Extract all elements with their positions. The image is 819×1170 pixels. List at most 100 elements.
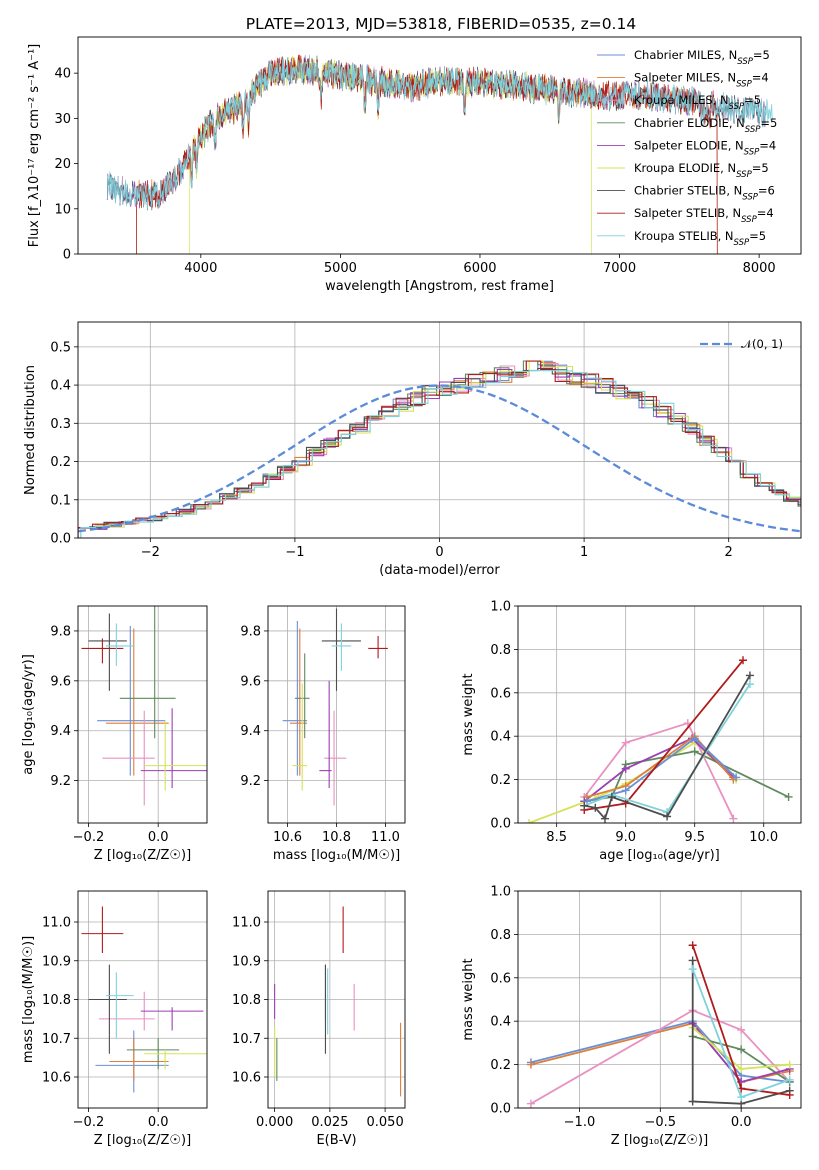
legend-label-chabrier-elodie: Chabrier ELODIE, NSSP=5 (634, 116, 777, 135)
mass-vs-EBV-ytick-label-1: 10.7 (232, 1032, 261, 1047)
age-vs-mass-ytick-label-2: 9.6 (240, 674, 261, 689)
mass-vs-Z-xlabel: Z [log₁₀(Z/Z☉)] (94, 1133, 191, 1148)
age-vs-mass-xtick-label-2: 11.0 (371, 830, 400, 845)
mass-vs-EBV-xlabel: E(B-V) (316, 1133, 356, 1148)
weight-vs-age-xtick-label-0: 8.5 (546, 830, 567, 845)
age-vs-mass-points (282, 608, 388, 806)
residuals-xtick-label-0: −2 (141, 545, 160, 560)
mass-vs-Z-point-salpeter-elodie (140, 1007, 204, 1031)
mass-vs-Z-point-kroupa-stelib (105, 972, 134, 1039)
residuals-xtick-label-2: 0 (435, 545, 443, 560)
mass-vs-EBV-ytick-label-4: 11.0 (232, 916, 261, 931)
spectrum-lines (106, 54, 773, 254)
point-marker (745, 680, 754, 689)
age-vs-mass-xtick-label-1: 10.8 (322, 830, 351, 845)
age-vs-Z-point-salpeter-stelib (81, 638, 124, 664)
mass-vs-Z-ytick-label-3: 10.9 (42, 954, 71, 969)
age-vs-mass-point-kroupa-elodie (292, 683, 308, 791)
weight-vs-age-ytick-label-2: 0.4 (490, 730, 511, 745)
point-marker (732, 773, 741, 782)
plots: 4000 5000 6000 7000 8000010203040wavelength … (21, 36, 802, 1148)
point-marker (621, 764, 630, 773)
legend-label-kroupa-elodie: Kroupa ELODIE, NSSP=5 (634, 161, 769, 180)
point-marker (745, 671, 754, 680)
age-vs-Z-point-chabrier-stelib (88, 613, 127, 691)
age-vs-mass-ytick-label-1: 9.4 (240, 724, 261, 739)
point-marker (737, 1064, 746, 1073)
series-line (583, 722, 735, 820)
weight-vs-Z-ytick-label-4: 0.8 (490, 928, 511, 943)
point-marker (737, 1025, 746, 1034)
weight-vs-Z-ytick-label-5: 1.0 (490, 885, 511, 900)
spectrum-xtick-label-0: 4000 (184, 261, 217, 276)
spectrum-series-kroupa-stelib (106, 54, 773, 210)
weight-vs-Z-xtick-label-1: −0.5 (645, 1115, 677, 1130)
point-marker (690, 747, 699, 756)
residuals-ylabel: Normed distribution (23, 365, 38, 495)
series-line (586, 737, 737, 803)
series-line (691, 960, 790, 1105)
residuals-frame (77, 321, 802, 539)
point-marker (688, 956, 697, 965)
age-vs-Z-frame (77, 605, 208, 824)
age-vs-Z-panel: −0.2 0.0 9.2 9.4 9.6 9.8 Z [log₁₀(Z/Z☉)] age [l… (21, 605, 208, 863)
mass-vs-EBV-frame (267, 890, 406, 1109)
age-vs-Z-ytick-label-3: 9.8 (50, 624, 71, 639)
weight-vs-age-panel: 8.5 9.0 9.5 10.0 0.0 0.2 0.4 0.6 0.8 1.0 age [log₁… (461, 600, 802, 863)
weight-vs-Z-ytick-label-1: 0.2 (490, 1058, 511, 1073)
age-vs-mass-point-salpeter-elodie (319, 680, 332, 789)
age-vs-mass-panel: 10.6 10.8 11.0 9.2 9.4 9.6 9.8 mass [log₁₀(M/M☉… (240, 605, 406, 863)
age-vs-mass-ytick-label-0: 9.2 (240, 774, 261, 789)
point-marker (526, 1060, 535, 1069)
age-vs-mass-ytick-label-3: 9.8 (240, 624, 261, 639)
residuals-xlabel: (data-model)/error (379, 563, 500, 578)
age-vs-Z-xlabel: Z [log₁₀(Z/Z☉)] (94, 848, 191, 863)
residual-hist-kroupa-stelib (80, 370, 801, 538)
mass-vs-Z-point-chabrier-stelib (88, 964, 127, 1054)
spectrum-xtick-label-1: 5000 (324, 261, 357, 276)
weight-vs-age-series-chabrier-miles (583, 734, 741, 806)
residuals-ytick-label-4: 0.4 (50, 379, 71, 394)
residual-hist-salpeter-stelib (78, 360, 801, 538)
weight-vs-Z-series-chabrier-stelib (688, 956, 794, 1108)
point-marker (526, 1099, 535, 1108)
spectrum-ylabel: Flux [f_λ10⁻¹⁷ erg cm⁻² s⁻¹ A⁻¹] (27, 44, 42, 248)
weight-vs-Z-series (526, 941, 794, 1108)
weight-vs-Z-xlabel: Z [log₁₀(Z/Z☉)] (611, 1133, 708, 1148)
weight-vs-Z-series-kroupa-elodie (688, 1023, 794, 1073)
residuals-xtick-label-4: 2 (725, 545, 733, 560)
point-marker (688, 1097, 697, 1106)
age-vs-Z-ytick-label-0: 9.2 (50, 774, 71, 789)
age-vs-Z-ytick-label-1: 9.4 (50, 724, 71, 739)
point-marker (739, 656, 748, 665)
weight-vs-age-series-salpeter-miles (583, 732, 738, 801)
weight-vs-age-xtick-label-2: 9.5 (684, 830, 705, 845)
weight-vs-age-ytick-label-3: 0.6 (490, 686, 511, 701)
weight-vs-Z-ytick-label-2: 0.4 (490, 1015, 511, 1030)
age-vs-Z-ylabel: age [log₁₀(age/yr)] (21, 654, 36, 775)
mass-vs-Z-xtick-label-1: 0.0 (148, 1115, 169, 1130)
spectrum-ytick-label-4: 40 (54, 67, 71, 82)
spectrum-frame (77, 36, 802, 255)
series-line (583, 737, 735, 803)
mass-vs-Z-ylabel: mass [log₁₀(M/M☉)] (21, 936, 36, 1063)
mass-vs-Z-point-salpeter-stelib (81, 906, 124, 953)
point-marker (785, 1090, 794, 1099)
normal-reference-curve (78, 384, 801, 533)
spectrum-xtick-label-2: 6000 (463, 261, 496, 276)
point-marker (663, 812, 672, 821)
mass-vs-Z-point-kroupa-elodie (144, 1049, 207, 1070)
mass-vs-EBV-ytick-label-0: 10.6 (232, 1071, 261, 1086)
weight-vs-Z-series-salpeter-stelib (688, 941, 794, 1099)
age-vs-Z-ytick-label-2: 9.6 (50, 674, 71, 689)
weight-vs-age-series (525, 656, 793, 823)
mass-vs-Z-point-salpeter-miles (109, 1038, 169, 1081)
point-marker (621, 738, 630, 747)
point-marker (580, 801, 589, 810)
weight-vs-Z-ytick-label-3: 0.6 (490, 971, 511, 986)
age-vs-Z-point-kroupa-elodie (144, 720, 207, 791)
figure-title: PLATE=2013, MJD=53818, FIBERID=0535, z=0… (246, 15, 636, 33)
weight-vs-age-ytick-label-1: 0.2 (490, 773, 511, 788)
point-marker (591, 803, 600, 812)
age-vs-Z-point-salpeter-miles (105, 628, 169, 776)
